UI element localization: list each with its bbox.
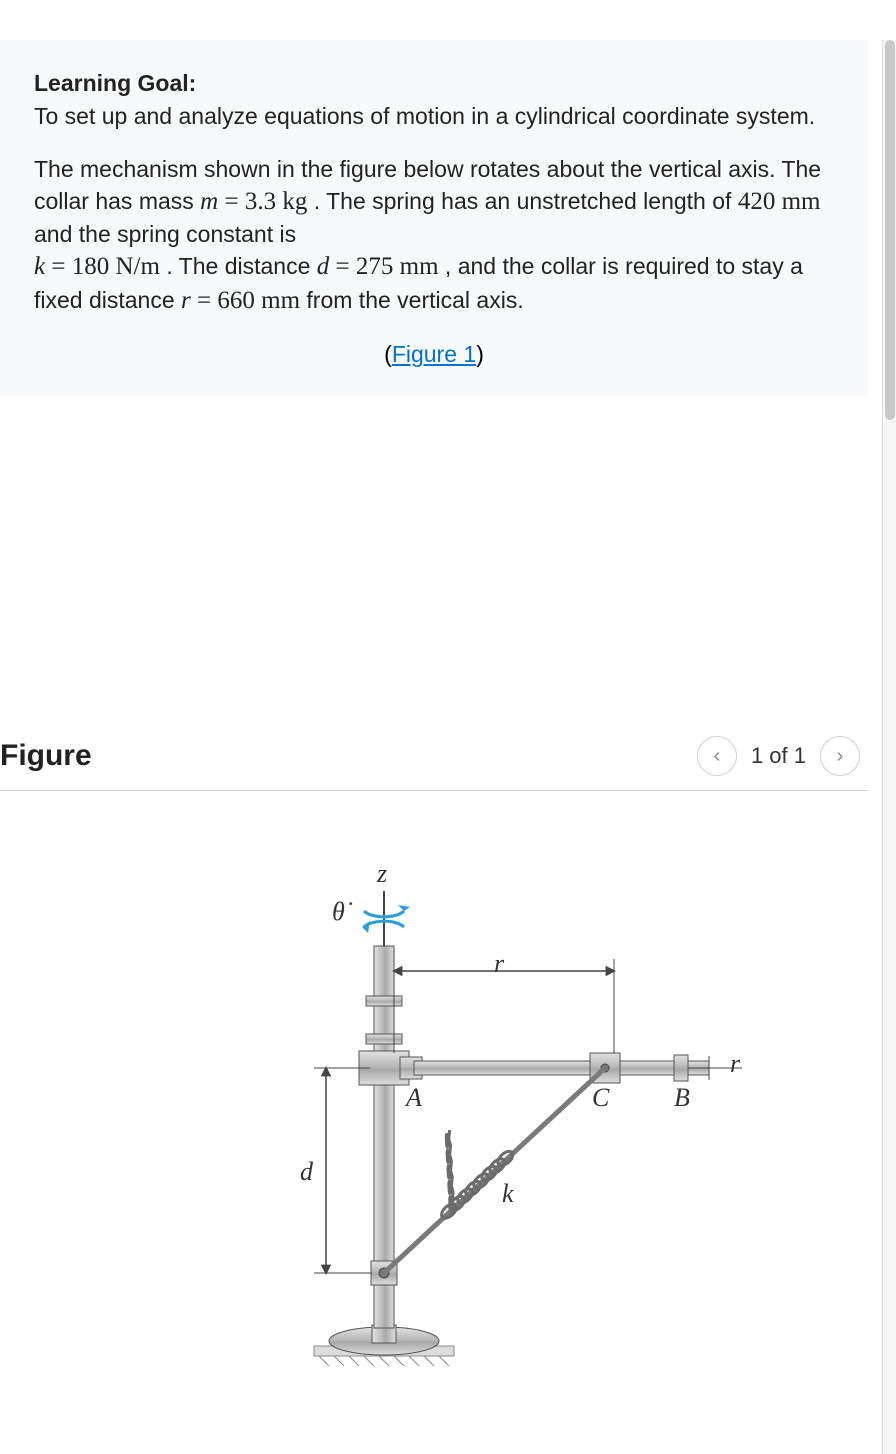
problem-statement: The mechanism shown in the figure below … [34, 154, 834, 317]
eq: = [218, 188, 245, 215]
chevron-left-icon: ‹ [714, 745, 721, 768]
var-m: m [200, 188, 218, 215]
label-d: d [300, 1157, 313, 1187]
eq: = [191, 287, 218, 314]
figure-pager: ‹ 1 of 1 › [697, 736, 860, 776]
unit-mm: mm [775, 188, 820, 215]
figure-title: Figure [0, 739, 92, 773]
unit-kg: kg [276, 188, 307, 215]
unit-nm: N/m [109, 253, 160, 280]
eq: = [329, 253, 356, 280]
var-r: r [181, 287, 191, 314]
label-k: k [502, 1179, 514, 1209]
figure-link-row: (Figure 1) [34, 341, 834, 368]
unit-mm: mm [255, 287, 300, 314]
val-m: 3.3 [245, 188, 276, 215]
label-r-axis: r [730, 1049, 740, 1079]
figure-1-link[interactable]: Figure 1 [392, 341, 476, 367]
learning-goal-text: To set up and analyze equations of motio… [34, 101, 834, 132]
next-figure-button[interactable]: › [820, 736, 860, 776]
label-r-dim: r [494, 949, 504, 979]
val-k: 180 [72, 253, 110, 280]
chevron-right-icon: › [837, 745, 844, 768]
label-b: B [674, 1083, 690, 1113]
val-d: 275 [356, 253, 394, 280]
learning-goal-title: Learning Goal: [34, 70, 834, 97]
prev-figure-button[interactable]: ‹ [697, 736, 737, 776]
var-k: k [34, 253, 45, 280]
text: . The distance [166, 253, 316, 279]
unit-mm: mm [393, 253, 438, 280]
text: from the vertical axis. [306, 287, 523, 313]
figure-header: Figure ‹ 1 of 1 › [0, 736, 868, 791]
paren-open: ( [384, 341, 392, 367]
label-theta-dot: θ̇ [332, 897, 345, 927]
learning-goal-box: Learning Goal: To set up and analyze equ… [0, 40, 868, 396]
scrollbar-track[interactable] [882, 40, 896, 1454]
text: . The spring has an unstretched length o… [314, 188, 738, 214]
paren-close: ) [476, 341, 484, 367]
label-c: C [592, 1083, 609, 1113]
val-r: 660 [217, 287, 255, 314]
figure-diagram: z θ̇ r r A C B d k [114, 831, 754, 1371]
eq: = [45, 253, 72, 280]
val-len: 420 [738, 188, 776, 215]
label-a: A [406, 1083, 422, 1113]
text: and the spring constant is [34, 221, 296, 247]
page-indicator: 1 of 1 [751, 743, 806, 769]
label-z: z [377, 859, 387, 889]
mechanism-svg [114, 831, 754, 1371]
var-d: d [317, 253, 330, 280]
scrollbar-thumb[interactable] [885, 40, 895, 420]
